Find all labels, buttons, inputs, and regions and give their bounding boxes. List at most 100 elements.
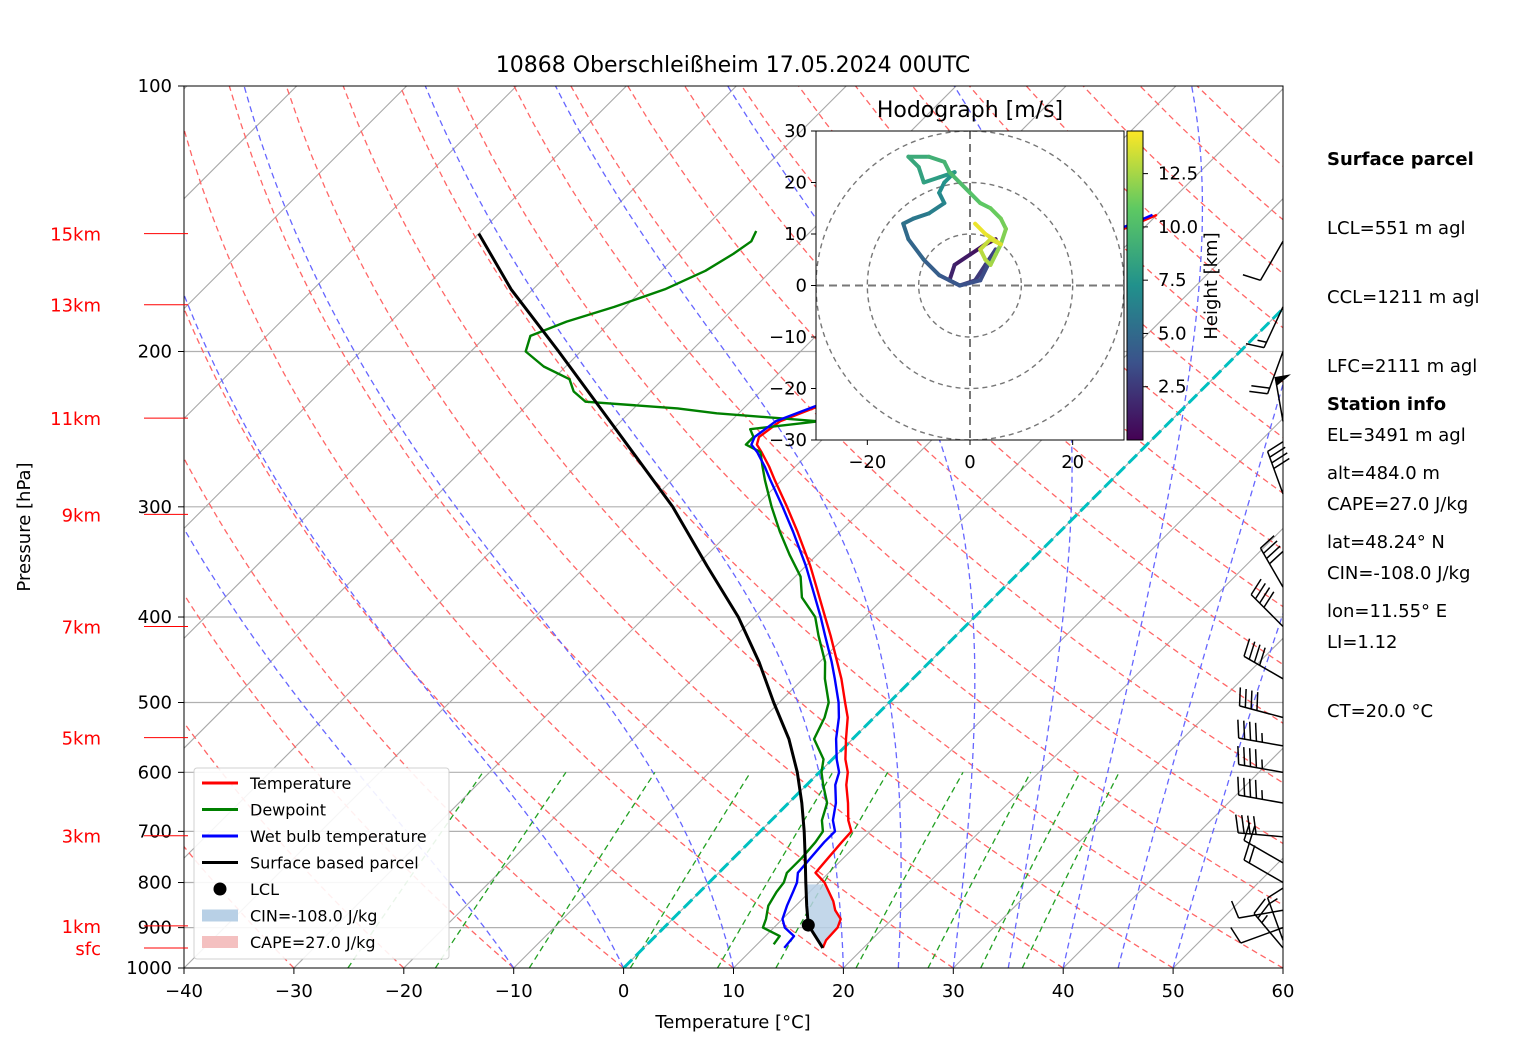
hodograph-segment xyxy=(916,165,926,185)
cin-value: CIN=-108.0 J/kg xyxy=(1327,563,1471,584)
dry-adiabat-line xyxy=(513,86,1283,845)
hodograph-segment xyxy=(988,206,1003,221)
wind-barb xyxy=(1266,441,1290,495)
wind-barb xyxy=(1237,719,1284,747)
wind-barb-staff xyxy=(1259,547,1284,588)
wind-barb-staff xyxy=(1263,306,1284,348)
x-tick-label: −30 xyxy=(275,981,313,1002)
height-label: 9km xyxy=(62,505,101,526)
wind-barb-full xyxy=(1254,722,1258,742)
wind-barb-staff xyxy=(1250,594,1284,628)
surface-based-parcel-line xyxy=(477,232,825,949)
wind-barb xyxy=(1266,887,1284,941)
x-tick-label: −40 xyxy=(165,981,203,1002)
wind-barb-full xyxy=(1248,778,1252,798)
dry-adiabat-line xyxy=(184,306,734,968)
wind-barb-staff xyxy=(1266,897,1284,941)
dry-adiabat-line xyxy=(184,126,844,968)
x-axis-label: Temperature [°C] xyxy=(654,1012,810,1033)
freezing-isotherm xyxy=(622,306,1283,968)
wind-barb-full xyxy=(1230,900,1240,919)
wind-barb-full xyxy=(1248,845,1256,864)
x-tick-label: 0 xyxy=(618,981,629,1002)
hodograph-segment xyxy=(973,262,988,283)
wind-barb-full xyxy=(1271,452,1288,464)
y-tick-label: 300 xyxy=(138,497,172,518)
x-tick-label: −20 xyxy=(385,981,423,1002)
moist-adiabat-line xyxy=(243,86,735,968)
wind-barb xyxy=(1238,687,1284,719)
wind-barb-full xyxy=(1263,591,1275,608)
colorbar-tick-label: 2.5 xyxy=(1158,377,1187,398)
station-altitude: alt=484.0 m xyxy=(1327,463,1440,484)
wind-barb-full xyxy=(1259,535,1275,549)
hodograph-y-tick-label: 20 xyxy=(784,173,807,194)
isotherm-line xyxy=(184,86,737,640)
hodograph-segment xyxy=(968,190,983,206)
hodograph-y-tick-label: 0 xyxy=(796,276,807,297)
hodograph-segment xyxy=(947,262,957,283)
wind-barb-full xyxy=(1243,720,1246,740)
hodograph-ticks: −30 −20 −10 0 10 20 30 −20 0 20 xyxy=(769,121,1084,473)
wind-barb-full xyxy=(1254,749,1258,768)
wind-barb-staff xyxy=(1239,705,1284,719)
wind-barb-staff xyxy=(1238,737,1284,747)
wind-barb xyxy=(1259,535,1284,588)
wind-barb-staff xyxy=(1243,839,1284,864)
wind-barb-full xyxy=(1237,719,1240,739)
wind-barb-full xyxy=(1237,776,1240,796)
wind-barb xyxy=(1237,746,1284,774)
wind-barb-staff xyxy=(1240,926,1284,944)
wind-barb-staff xyxy=(1238,794,1284,804)
wind-barb xyxy=(1250,578,1284,628)
hodograph-x-tick-label: 0 xyxy=(964,452,975,473)
wind-barb-full xyxy=(1248,748,1252,767)
hodograph-y-tick-label: −10 xyxy=(769,327,807,348)
hodograph-segment xyxy=(978,237,993,252)
mixing-ratio-line xyxy=(716,771,834,968)
hodograph-plot xyxy=(816,131,1124,440)
height-label: 13km xyxy=(50,296,101,317)
wind-barb-full xyxy=(1267,441,1284,453)
wind-barb-full xyxy=(1240,815,1245,834)
hodograph-segment xyxy=(983,232,1003,247)
y-tick-label: 100 xyxy=(138,76,172,97)
wind-barb-full xyxy=(1245,342,1265,349)
y-tick-label: 600 xyxy=(138,762,172,783)
moist-adiabat-line xyxy=(424,86,845,968)
cape-value: CAPE=27.0 J/kg xyxy=(1327,494,1469,515)
wind-barb xyxy=(1249,351,1284,395)
hodograph-ring xyxy=(917,233,1023,338)
wind-barb-flag xyxy=(1275,374,1291,386)
height-label: 1km xyxy=(62,917,101,938)
wind-barb-full xyxy=(1273,457,1290,470)
wind-barb-staff xyxy=(1253,912,1284,949)
y-tick-label: 1000 xyxy=(126,958,172,979)
wind-barb-full xyxy=(1253,898,1266,914)
colorbar-tick-label: 5.0 xyxy=(1158,323,1187,344)
station-longitude: lon=11.55° E xyxy=(1327,601,1448,622)
wind-barb-full xyxy=(1259,587,1271,604)
y-axis-label: Pressure [hPa] xyxy=(14,462,35,591)
wind-barb xyxy=(1230,926,1284,944)
wind-barb-full xyxy=(1243,638,1251,657)
legend-label: Surface based parcel xyxy=(250,854,419,873)
isotherm-line xyxy=(184,86,847,749)
dry-adiabat-line xyxy=(399,86,1283,968)
surface-parcel-panel: Surface parcel LCL=551 m agl CCL=1211 m … xyxy=(1327,102,1480,746)
dry-adiabat-line xyxy=(854,86,1283,495)
wind-barb-full xyxy=(1268,550,1284,565)
wind-barb-full xyxy=(1237,746,1240,765)
y-tick-label: 800 xyxy=(138,873,172,894)
colorbar-ticks: 2.5 5.0 7.5 10.0 12.5 xyxy=(1143,164,1198,398)
x-tick-label: 60 xyxy=(1272,981,1295,1002)
isotherm-line xyxy=(952,637,1283,968)
hodograph-segment xyxy=(998,226,1008,247)
wind-barb-full xyxy=(1242,274,1261,281)
colorbar-tick-label: 10.0 xyxy=(1158,217,1198,238)
wind-barb xyxy=(1230,900,1284,919)
mixing-ratio-line xyxy=(528,771,656,968)
mixing-ratio-line xyxy=(629,771,752,968)
isotherm-line xyxy=(1062,747,1283,968)
wind-barb-full xyxy=(1252,816,1257,835)
